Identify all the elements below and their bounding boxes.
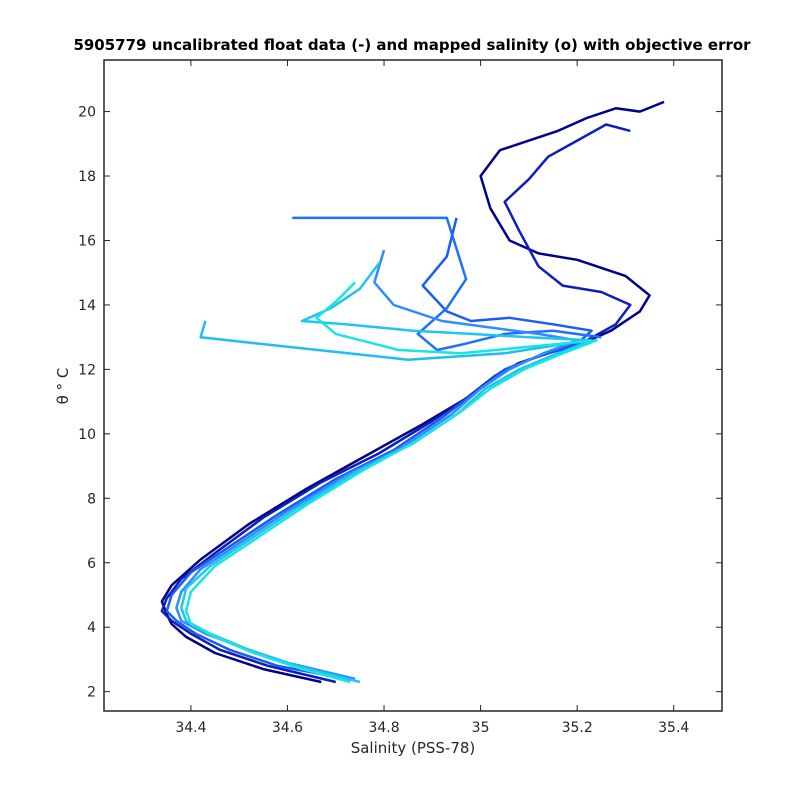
y-tick-label: 14 [78, 298, 96, 314]
x-tick-label: 34.6 [272, 720, 303, 736]
y-tick-label: 20 [78, 105, 96, 121]
ticks-layer: 34.4 34.6 34.8 35 35.2 35.4 2 4 6 8 10 12 14 16 18 20 [78, 60, 722, 736]
x-axis-label: Salinity (PSS-78) [351, 739, 476, 757]
y-tick-label: 4 [87, 620, 96, 636]
plot-area [104, 60, 722, 711]
y-tick-label: 8 [87, 491, 96, 507]
x-tick-label: 35.2 [562, 720, 593, 736]
y-axis-label: θ ° C [54, 368, 72, 405]
chart-title: 5905779 uncalibrated float data (-) and … [73, 36, 751, 54]
x-tick-label: 34.4 [175, 720, 206, 736]
x-tick-label: 34.8 [368, 720, 399, 736]
y-tick-label: 12 [78, 362, 96, 378]
y-tick-label: 18 [78, 169, 96, 185]
y-tick-label: 6 [87, 556, 96, 572]
series-layer [160, 100, 665, 684]
x-tick-label: 35.4 [658, 720, 689, 736]
y-tick-label: 16 [78, 233, 96, 249]
profile-line-3 [165, 217, 593, 681]
profile-line-8 [184, 281, 598, 684]
profile-line-5 [175, 249, 579, 681]
y-tick-label: 2 [87, 685, 96, 701]
y-tick-label: 10 [78, 427, 96, 443]
plot-frame [103, 59, 723, 712]
profile-line-7 [199, 320, 587, 361]
x-tick-label: 35 [472, 720, 490, 736]
